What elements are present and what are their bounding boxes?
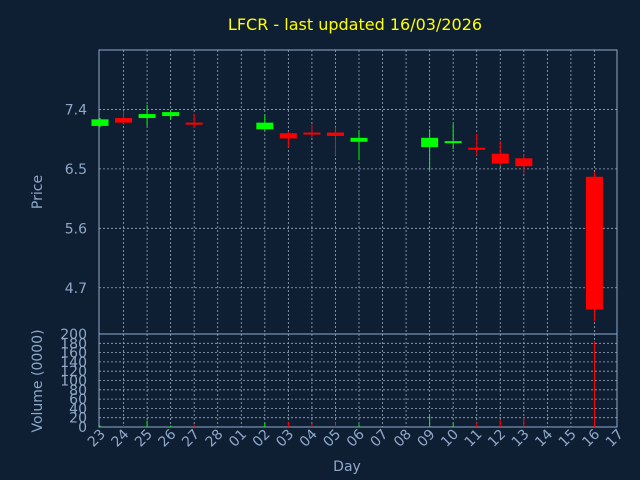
- volume-tick-label: 160: [60, 346, 87, 362]
- price-plot-frame: [98, 49, 618, 335]
- candle-body: [350, 137, 368, 142]
- chart-title: LFCR - last updated 16/03/2026: [228, 15, 482, 34]
- candle-body: [162, 112, 180, 117]
- x-tick-label: 06: [344, 426, 368, 450]
- x-tick-label: 28: [203, 427, 227, 451]
- x-tick-label: 14: [532, 426, 556, 450]
- x-tick-label: 16: [579, 426, 603, 450]
- price-tick-label: 6.5: [65, 162, 87, 178]
- x-tick-label: 26: [156, 426, 180, 450]
- x-tick-label: 04: [297, 426, 321, 450]
- volume-axis-label: Volume (0000): [30, 329, 46, 432]
- volume-tick-label: 60: [69, 392, 87, 408]
- candle-body: [185, 122, 203, 125]
- x-tick-label: 07: [367, 427, 391, 451]
- volume-tick-label: 40: [69, 401, 87, 417]
- x-tick-label: 05: [320, 427, 344, 451]
- x-axis-label: Day: [333, 459, 361, 475]
- candle-body: [444, 141, 462, 144]
- volume-tick-label: 100: [60, 374, 87, 390]
- x-tick-label: 23: [85, 427, 109, 451]
- volume-tick-label: 180: [60, 336, 87, 352]
- price-tick-label: 4.7: [65, 281, 87, 297]
- volume-tick-label: 140: [60, 355, 87, 371]
- volume-tick-label: 120: [60, 364, 87, 380]
- candle-body: [279, 133, 297, 139]
- price-axis-label: Price: [30, 175, 46, 209]
- x-tick-label: 12: [485, 427, 509, 451]
- x-tick-label: 09: [415, 427, 439, 451]
- candle-body: [491, 153, 509, 164]
- candle-body: [256, 122, 274, 130]
- volume-tick-label: 80: [69, 383, 87, 399]
- x-tick-label: 24: [108, 426, 132, 450]
- price-tick-label: 7.4: [65, 102, 87, 118]
- candle-body: [115, 118, 133, 123]
- candle-body: [585, 176, 603, 310]
- x-tick-label: 13: [509, 427, 533, 451]
- x-tick-label: 17: [603, 427, 627, 451]
- price-tick-label: 5.6: [65, 221, 87, 237]
- x-tick-label: 25: [132, 427, 156, 451]
- volume-tick-label: 20: [69, 411, 87, 427]
- x-tick-label: 10: [438, 427, 462, 451]
- x-tick-label: 27: [179, 427, 203, 451]
- x-tick-label: 03: [273, 427, 297, 451]
- candle-body: [91, 119, 109, 126]
- price-panel: 7.4 6.5 5.6 4.7: [65, 49, 618, 335]
- candle-body: [421, 137, 439, 148]
- candle-body: [303, 132, 321, 135]
- x-tick-label: 15: [556, 427, 580, 451]
- x-axis-ticks: 23 24 25 26 27 28 01 02 03 04 05 06 07 08 09 10 11 12 13 14…: [85, 426, 627, 450]
- volume-tick-label: 0: [78, 420, 87, 436]
- candle-body: [515, 158, 533, 167]
- x-tick-label: 08: [391, 427, 415, 451]
- x-tick-label: 11: [462, 427, 486, 451]
- candle-body: [138, 114, 156, 119]
- volume-tick-label: 200: [60, 327, 87, 343]
- candle-body: [326, 132, 344, 136]
- x-tick-label: 01: [226, 427, 250, 451]
- candle-body: [468, 147, 486, 150]
- x-tick-label: 02: [250, 427, 274, 451]
